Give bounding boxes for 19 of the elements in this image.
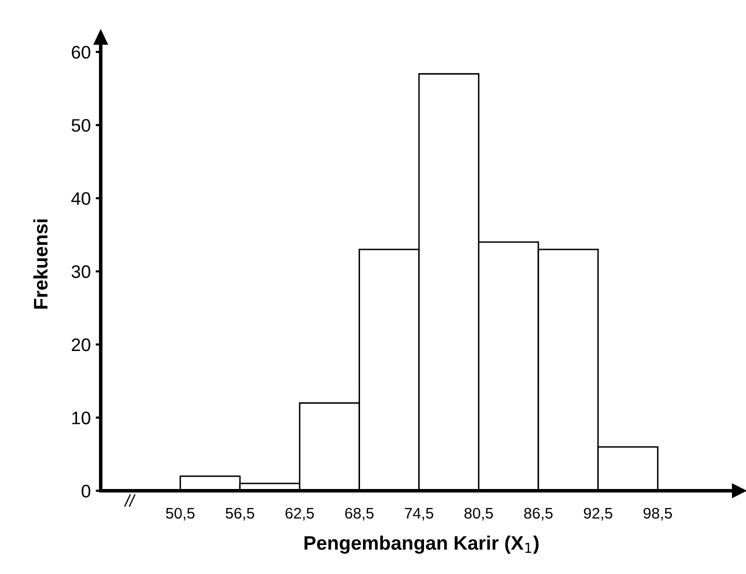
x-tick-label: 50,5: [166, 508, 195, 520]
y-tick-label: 50: [72, 119, 90, 132]
x-tick-label: 86,5: [524, 508, 553, 520]
x-tick-label: 98,5: [644, 508, 672, 520]
y-tick-label: 30: [72, 265, 90, 278]
x-tick-label: 92,5: [584, 508, 612, 520]
x-tick-label: 74,5: [404, 508, 434, 520]
y-tick-label: 0: [82, 484, 90, 498]
text: //: [124, 494, 136, 507]
y-tick-label: 40: [71, 192, 90, 205]
y-tick-label: 20: [72, 338, 90, 352]
x-tick-label: 80,5: [464, 508, 493, 520]
y-tick-label: 10: [72, 412, 90, 424]
x-axis-title: Pengembangan Karir (X$_{1}$): [304, 536, 539, 554]
x-tick-label: 62,5: [286, 508, 314, 520]
y-axis-title: Frekuensi: [33, 219, 48, 309]
x-tick-label: 56,5: [226, 508, 254, 520]
y-tick-label: 60: [72, 46, 90, 59]
x-tick-label: 68,5: [345, 508, 374, 520]
